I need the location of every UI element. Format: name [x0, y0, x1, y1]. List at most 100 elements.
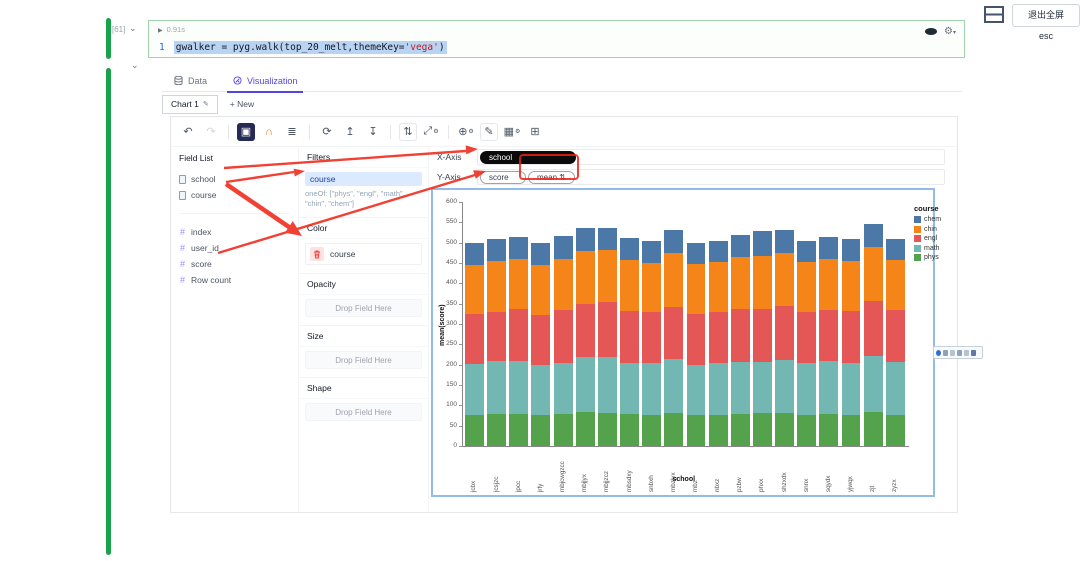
bar-segment-engl[interactable] — [686, 314, 706, 365]
bar-segment-math[interactable] — [841, 362, 861, 415]
filter-pill-course[interactable]: course — [305, 172, 422, 186]
bar-segment-math[interactable] — [708, 363, 728, 415]
bar-segment-phys[interactable] — [775, 413, 795, 446]
y-axis-pill-score[interactable]: score — [480, 170, 526, 184]
legend-item-phys[interactable]: phys — [914, 253, 941, 263]
bar-segment-phys[interactable] — [575, 411, 595, 446]
bar-segment-chin[interactable] — [885, 260, 905, 310]
bar-segment-phys[interactable] — [642, 415, 662, 446]
bar-segment-engl[interactable] — [465, 313, 484, 365]
bar-segment-chem[interactable] — [819, 236, 839, 259]
undo-icon[interactable]: ↶ — [183, 126, 193, 138]
coord-system-icon[interactable]: ⊕ ⚙ — [458, 126, 474, 138]
new-chart-button[interactable]: + New — [229, 99, 255, 109]
bar-segment-math[interactable] — [797, 363, 817, 416]
bar-segment-chin[interactable] — [797, 262, 817, 312]
bar-segment-phys[interactable] — [819, 414, 839, 446]
bar-segment-phys[interactable] — [597, 412, 617, 446]
bar-segment-engl[interactable] — [819, 309, 839, 362]
bar-segment-chin[interactable] — [487, 260, 507, 312]
bar-segment-chem[interactable] — [797, 240, 817, 263]
sogou-logo[interactable] — [936, 349, 941, 356]
bar-segment-phys[interactable] — [487, 414, 507, 446]
bar-segment-math[interactable] — [730, 362, 750, 415]
bar-segment-chem[interactable] — [487, 239, 507, 261]
bar-yjwqx[interactable] — [841, 239, 861, 446]
split-window-icon[interactable] — [984, 6, 1004, 23]
bar-segment-chin[interactable] — [642, 262, 662, 313]
bar-segment-engl[interactable] — [752, 308, 772, 363]
transpose-icon[interactable]: ⇅ — [399, 122, 417, 141]
bar-segment-engl[interactable] — [509, 309, 529, 361]
bar-segment-chem[interactable] — [531, 242, 551, 266]
exit-fullscreen-button[interactable]: 退出全屏 esc — [1012, 4, 1080, 41]
bar-segment-phys[interactable] — [841, 414, 861, 446]
bar-segment-math[interactable] — [642, 363, 662, 416]
bar-pzbw[interactable] — [730, 234, 750, 446]
bar-segment-chem[interactable] — [775, 229, 795, 253]
bar-segment-math[interactable] — [575, 357, 595, 412]
bar-mbz[interactable] — [686, 242, 706, 446]
tab-visualization[interactable]: Visualization — [226, 76, 304, 93]
tab-data[interactable]: Data — [174, 76, 207, 86]
bar-segment-engl[interactable] — [664, 306, 684, 360]
bar-shzxdx[interactable] — [775, 229, 795, 446]
redo-icon[interactable]: ↷ — [206, 126, 216, 138]
bar-segment-engl[interactable] — [553, 309, 573, 363]
bar-segment-engl[interactable] — [775, 306, 795, 361]
bar-segment-math[interactable] — [664, 359, 684, 414]
mode-cn[interactable] — [943, 349, 948, 356]
eye-icon[interactable] — [925, 28, 938, 35]
bar-nbxz[interactable] — [708, 240, 728, 446]
bar-segment-chem[interactable] — [708, 240, 728, 263]
color-field-course[interactable]: course — [305, 243, 422, 265]
bar-segment-engl[interactable] — [531, 315, 551, 366]
bar-segment-phys[interactable] — [509, 413, 529, 446]
field-item-score[interactable]: # score — [179, 256, 290, 272]
aggregation-dropdown[interactable]: mean ⇅ — [528, 170, 575, 184]
x-axis-pill-school[interactable]: school — [480, 150, 576, 164]
legend-item-math[interactable]: math — [914, 244, 941, 254]
bar-segment-chem[interactable] — [752, 231, 772, 256]
stacked-bar-chart[interactable]: 0 50 100 150 200 250 300 350 400 450 500 550 600 mean… — [431, 188, 941, 497]
bar-segment-engl[interactable] — [620, 310, 639, 363]
punctuation[interactable] — [950, 349, 955, 356]
bar-segment-chem[interactable] — [730, 234, 750, 258]
bar-segment-engl[interactable] — [730, 309, 750, 363]
bar-segment-engl[interactable] — [797, 311, 817, 364]
bar-segment-phys[interactable] — [752, 413, 772, 446]
bar-segment-chem[interactable] — [509, 236, 529, 259]
bar-segment-engl[interactable] — [575, 303, 595, 358]
bar-segment-phys[interactable] — [553, 414, 573, 446]
bar-segment-chem[interactable] — [620, 237, 639, 261]
settings[interactable] — [971, 349, 976, 356]
bar-segment-phys[interactable] — [885, 414, 905, 446]
bar-mbsdxy[interactable] — [620, 237, 639, 446]
code-line[interactable]: 1 gwalker = pyg.walk(top_20_melt,themeKey… — [159, 41, 447, 54]
bar-jpcc[interactable] — [509, 236, 529, 446]
bar-snnx[interactable] — [797, 240, 817, 446]
bar-segment-engl[interactable] — [885, 309, 905, 362]
bar-segment-math[interactable] — [775, 360, 795, 414]
legend-item-chem[interactable]: chem — [914, 215, 941, 225]
bar-snbxh[interactable] — [642, 240, 662, 446]
bar-segment-engl[interactable] — [597, 302, 617, 358]
bar-segment-phys[interactable] — [620, 414, 639, 446]
aggregation-icon[interactable]: ▣ — [237, 122, 255, 141]
bar-segment-chin[interactable] — [465, 265, 484, 314]
bar-segment-phys[interactable] — [730, 414, 750, 446]
bar-segment-engl[interactable] — [841, 310, 861, 363]
bar-segment-phys[interactable] — [863, 411, 883, 446]
bar-jcsjzc[interactable] — [487, 239, 507, 446]
bar-segment-chem[interactable] — [841, 239, 861, 261]
field-item-row-count[interactable]: # Row count — [179, 272, 290, 288]
bar-segment-chem[interactable] — [553, 236, 573, 259]
export-image-icon[interactable]: ▦ ⚙ — [503, 126, 521, 138]
bar-segment-chin[interactable] — [664, 253, 684, 307]
bar-segment-chem[interactable] — [642, 240, 662, 263]
bar-segment-math[interactable] — [620, 362, 639, 415]
bar-segment-chin[interactable] — [575, 250, 595, 304]
bar-segment-chin[interactable] — [841, 260, 861, 311]
bar-segment-engl[interactable] — [487, 311, 507, 362]
bar-segment-chem[interactable] — [575, 228, 595, 251]
